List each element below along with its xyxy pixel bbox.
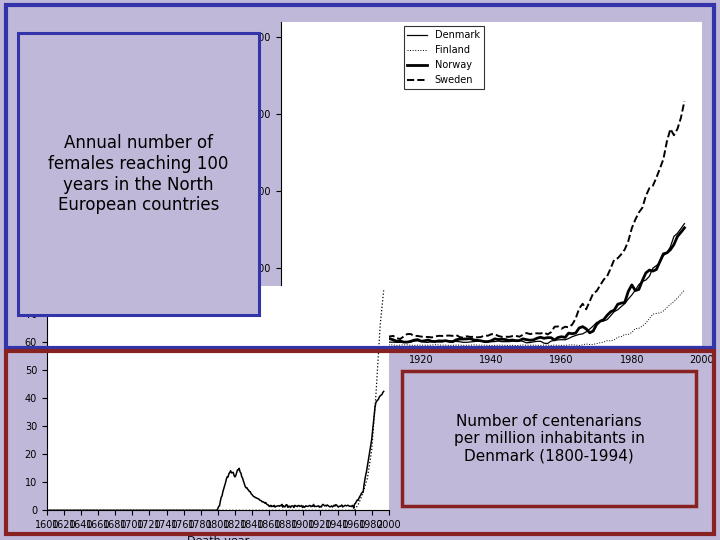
Y-axis label: Number: Number — [240, 161, 250, 206]
Text: Centenarians per million: Centenarians per million — [47, 274, 167, 284]
Text: Number of centenarians
per million inhabitants in
Denmark (1800-1994): Number of centenarians per million inhab… — [454, 414, 644, 464]
X-axis label: Death year: Death year — [186, 536, 249, 540]
FancyBboxPatch shape — [19, 33, 258, 315]
Text: Annual number of
females reaching 100
years in the North
European countries: Annual number of females reaching 100 ye… — [48, 134, 229, 214]
Legend: Denmark, Finland, Norway, Sweden: Denmark, Finland, Norway, Sweden — [404, 26, 484, 89]
FancyBboxPatch shape — [402, 372, 696, 506]
X-axis label: Year: Year — [480, 371, 503, 381]
